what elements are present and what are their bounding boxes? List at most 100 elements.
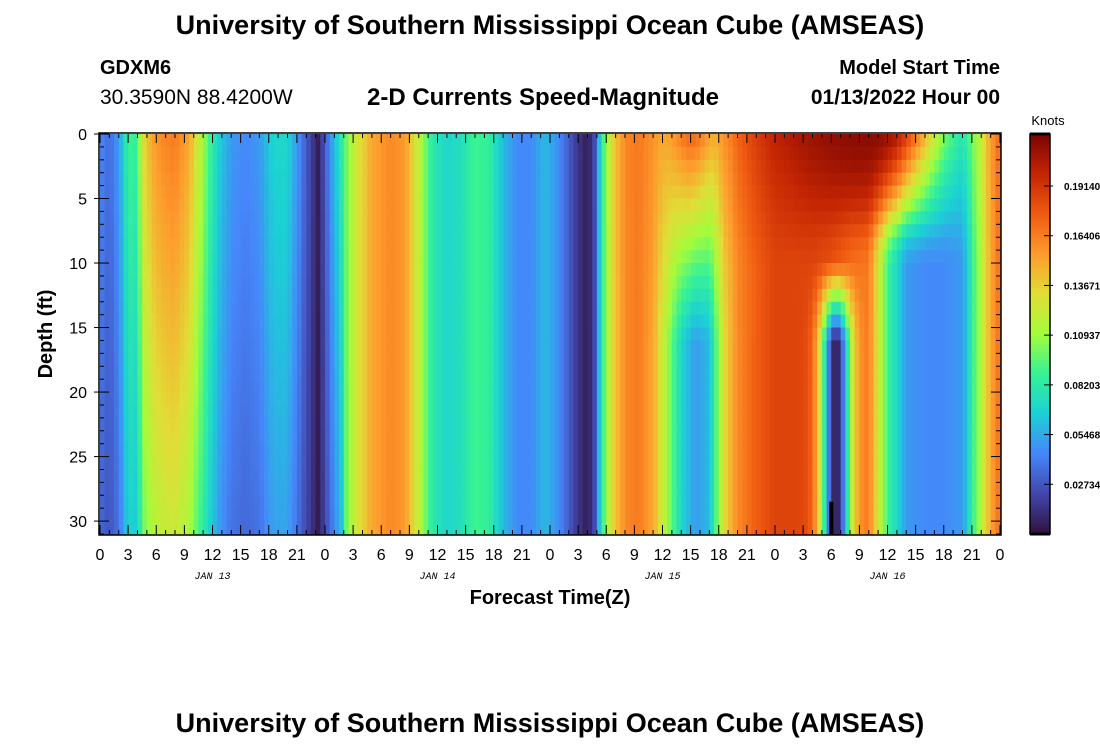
heatmap-cell [634,301,640,316]
heatmap-cell [798,379,804,393]
heatmap-cell [517,456,523,471]
heatmap-cell [610,250,617,264]
heatmap-cell [132,134,139,148]
heatmap-cell [976,146,982,161]
heatmap-cell [432,392,439,406]
heatmap-cell [470,404,476,419]
heatmap-cell [479,275,485,290]
heatmap-cell [854,288,860,303]
heatmap-cell [203,430,209,445]
heatmap-cell [704,430,710,445]
heatmap-cell [287,314,293,329]
heatmap-cell [428,430,434,445]
heatmap-cell [390,159,396,174]
heatmap-cell [193,392,200,406]
heatmap-cell [859,417,865,432]
heatmap-cell [690,379,696,393]
heatmap-cell [826,456,832,471]
heatmap-cell [873,237,879,251]
heatmap-cell [840,379,846,393]
heatmap-cell [878,275,884,290]
heatmap-cell [723,456,729,471]
heatmap-cell [587,340,593,354]
heatmap-cell [592,288,598,303]
heatmap-cell [681,379,687,393]
heatmap-cell [742,456,748,471]
heatmap-cell [423,340,429,354]
heatmap-cell [873,456,879,471]
heatmap-cell [704,250,710,264]
heatmap-cell [165,275,171,290]
heatmap-cell [151,172,157,187]
heatmap-cell [807,314,814,329]
heatmap-cell [601,146,607,161]
heatmap-cell [245,198,251,213]
heatmap-cell [648,275,654,290]
heatmap-cell [700,275,706,290]
heatmap-cell [681,456,687,471]
heatmap-cell [207,379,214,393]
heatmap-cell [142,327,148,342]
heatmap-cell [887,185,893,200]
heatmap-cell [184,417,190,432]
heatmap-cell [723,185,729,200]
heatmap-cell [953,224,959,238]
heatmap-cell [709,314,715,329]
heatmap-cell [465,392,471,406]
heatmap-cell [432,198,439,213]
heatmap-cell [985,379,992,393]
heatmap-cell [685,366,692,380]
heatmap-cell [981,301,987,316]
heatmap-cell [189,353,195,367]
heatmap-cell [100,237,106,251]
heatmap-cell [925,288,931,303]
heatmap-cell [475,301,481,316]
heatmap-cell [442,134,448,148]
heatmap-cell [817,198,823,213]
heatmap-cell [639,327,645,342]
heatmap-cell [170,146,176,161]
heatmap-cell [981,250,987,264]
heatmap-cell [873,430,879,445]
heatmap-cell [920,159,926,174]
heatmap-cell [985,134,992,148]
heatmap-cell [882,417,889,432]
heatmap-cell [123,134,129,148]
heatmap-cell [362,134,368,148]
heatmap-cell [878,404,884,419]
heatmap-cell [887,224,893,238]
heatmap-cell [840,172,846,187]
heatmap-cell [596,327,603,342]
heatmap-cell [362,275,368,290]
heatmap-cell [503,237,509,251]
heatmap-cell [170,327,176,342]
heatmap-cell [479,185,485,200]
heatmap-cell [737,250,743,264]
heatmap-cell [371,172,378,187]
heatmap-cell [165,288,171,303]
heatmap-cell [812,379,818,393]
heatmap-cell [235,198,242,213]
heatmap-cell [343,430,350,445]
heatmap-cell [437,250,443,264]
heatmap-cell [385,417,392,432]
heatmap-cell [775,288,781,303]
heatmap-cell [376,224,382,238]
heatmap-cell [118,159,125,174]
heatmap-cell [775,379,781,393]
heatmap-cell [573,237,579,251]
heatmap-cell [671,366,678,380]
heatmap-cell [568,404,575,419]
heatmap-cell [751,275,757,290]
heatmap-cell [470,314,476,329]
heatmap-cell [503,275,509,290]
heatmap-cell [690,443,696,458]
heatmap-cell [217,417,223,432]
heatmap-cell [409,301,415,316]
heatmap-cell [671,353,678,367]
heatmap-cell [910,185,917,200]
heatmap-cell [320,134,326,148]
heatmap-cell [367,146,373,161]
heatmap-cell [357,456,364,471]
heatmap-cell [845,353,851,367]
